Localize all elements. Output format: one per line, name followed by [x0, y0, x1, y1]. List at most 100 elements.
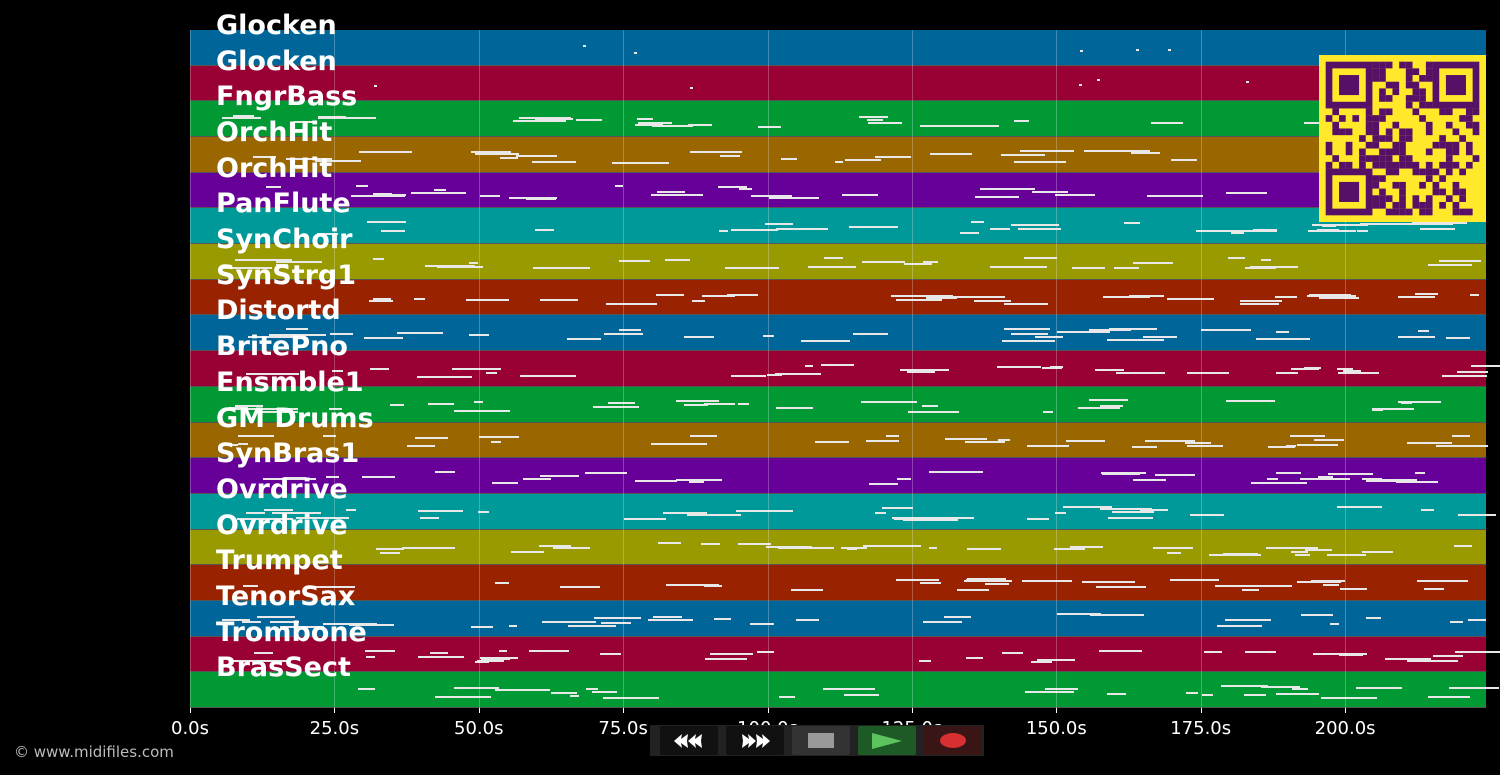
note — [221, 116, 261, 119]
qr-module — [1379, 155, 1386, 162]
note — [635, 123, 663, 126]
fast-forward-icon — [742, 733, 770, 748]
rewind-button[interactable] — [660, 726, 718, 755]
qr-module — [1459, 115, 1466, 122]
qr-module — [1385, 168, 1393, 176]
note — [1187, 445, 1224, 448]
note — [1468, 619, 1486, 622]
note — [881, 506, 913, 509]
note — [539, 299, 579, 302]
qr-module — [1345, 141, 1353, 149]
track-label: SynBras1 — [216, 438, 360, 470]
note — [1417, 579, 1469, 582]
note — [268, 333, 326, 336]
note — [469, 262, 479, 265]
note — [749, 623, 774, 626]
note — [1111, 510, 1154, 513]
qr-module — [1405, 155, 1413, 162]
qr-module — [1445, 148, 1453, 156]
note — [600, 622, 631, 625]
note — [1449, 621, 1464, 624]
note — [1096, 586, 1147, 589]
note — [1024, 690, 1075, 693]
qr-module — [1399, 181, 1406, 189]
note — [528, 650, 570, 653]
qr-module — [1365, 115, 1373, 122]
qr-module — [1325, 161, 1333, 169]
note — [1398, 401, 1442, 404]
note — [966, 579, 976, 582]
note — [372, 297, 391, 300]
note — [414, 298, 426, 301]
note — [1398, 296, 1435, 299]
note — [1209, 554, 1246, 557]
note — [480, 195, 500, 198]
note — [970, 221, 984, 224]
track-label: Ovrdrive — [216, 473, 348, 505]
note — [998, 439, 1010, 442]
qr-module — [1452, 148, 1460, 156]
track-label: BritePno — [216, 331, 348, 363]
note — [1204, 651, 1223, 654]
grid-line — [334, 30, 336, 708]
note — [1019, 149, 1075, 152]
play-button[interactable] — [858, 726, 916, 755]
note — [776, 227, 829, 230]
note — [964, 580, 1012, 583]
note — [926, 297, 958, 300]
track-row — [190, 351, 1500, 387]
note — [1147, 195, 1203, 198]
note — [1078, 406, 1121, 409]
note — [1291, 368, 1320, 371]
note — [1296, 444, 1339, 447]
note — [474, 153, 519, 156]
note — [990, 266, 1047, 269]
note — [704, 402, 735, 405]
note — [1011, 333, 1048, 336]
note — [1292, 688, 1308, 691]
qr-module — [1399, 195, 1406, 202]
note — [689, 435, 717, 438]
note — [606, 303, 658, 306]
note — [1043, 411, 1053, 414]
qr-module — [1372, 135, 1380, 142]
qr-module — [1392, 168, 1400, 176]
note — [411, 191, 466, 194]
grid-line — [478, 30, 480, 708]
note — [907, 410, 959, 413]
note — [1057, 331, 1077, 334]
qr-module — [1365, 128, 1373, 136]
note — [1362, 551, 1393, 554]
qr-module — [1412, 168, 1420, 176]
note — [906, 371, 935, 374]
qr-module — [1332, 108, 1340, 116]
note — [702, 295, 736, 298]
note — [1275, 472, 1302, 475]
note — [1196, 230, 1240, 233]
note — [770, 197, 803, 200]
stop-button[interactable] — [792, 726, 850, 755]
qr-module — [1419, 115, 1426, 122]
note — [317, 116, 376, 119]
note — [1470, 365, 1500, 368]
qr-module — [1385, 155, 1393, 162]
note — [357, 687, 375, 690]
note — [675, 478, 723, 481]
fast-forward-button[interactable] — [726, 726, 784, 755]
note — [1150, 122, 1184, 125]
tick-mark — [767, 708, 769, 713]
stop-icon — [808, 733, 834, 748]
qr-module — [1439, 201, 1446, 209]
qr-module — [1432, 181, 1440, 189]
note — [1360, 223, 1412, 226]
note — [1235, 684, 1265, 687]
note — [1000, 153, 1046, 156]
note — [790, 589, 824, 592]
note — [492, 481, 519, 484]
note — [869, 482, 899, 485]
qr-module — [1332, 121, 1340, 129]
qr-module — [1385, 161, 1393, 169]
note — [866, 439, 899, 442]
record-button[interactable] — [924, 726, 982, 755]
note — [1242, 589, 1260, 592]
